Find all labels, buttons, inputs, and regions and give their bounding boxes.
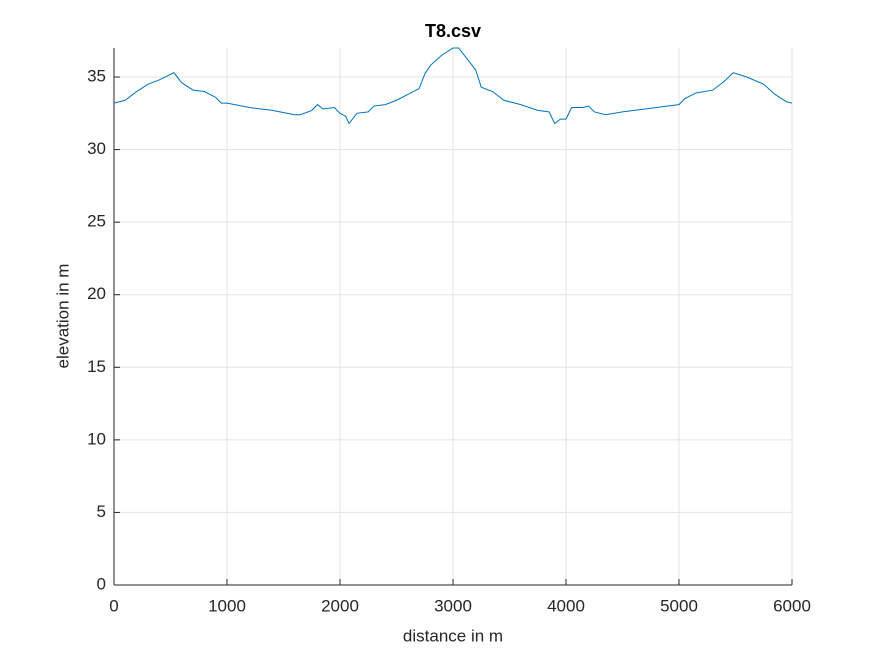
x-tick-label: 2000 <box>321 596 359 615</box>
x-tick-label: 5000 <box>660 596 698 615</box>
x-axis-label: distance in m <box>403 626 503 645</box>
y-tick-label: 30 <box>87 139 106 158</box>
y-tick-label: 10 <box>87 429 106 448</box>
y-axis-label: elevation in m <box>53 264 72 369</box>
x-tick-label: 3000 <box>434 596 472 615</box>
x-tick-label: 1000 <box>208 596 246 615</box>
y-tick-label: 35 <box>87 67 106 86</box>
line-series <box>113 47 793 125</box>
y-tick-label: 20 <box>87 284 106 303</box>
y-tick-label: 5 <box>97 502 106 521</box>
y-tick-label: 0 <box>97 574 106 593</box>
x-tick-label: 4000 <box>547 596 585 615</box>
chart-title: T8.csv <box>425 21 481 41</box>
y-tick-label: 15 <box>87 357 106 376</box>
x-tick-label: 6000 <box>773 596 811 615</box>
x-tick-label: 0 <box>109 596 118 615</box>
y-tick-label: 25 <box>87 212 106 231</box>
